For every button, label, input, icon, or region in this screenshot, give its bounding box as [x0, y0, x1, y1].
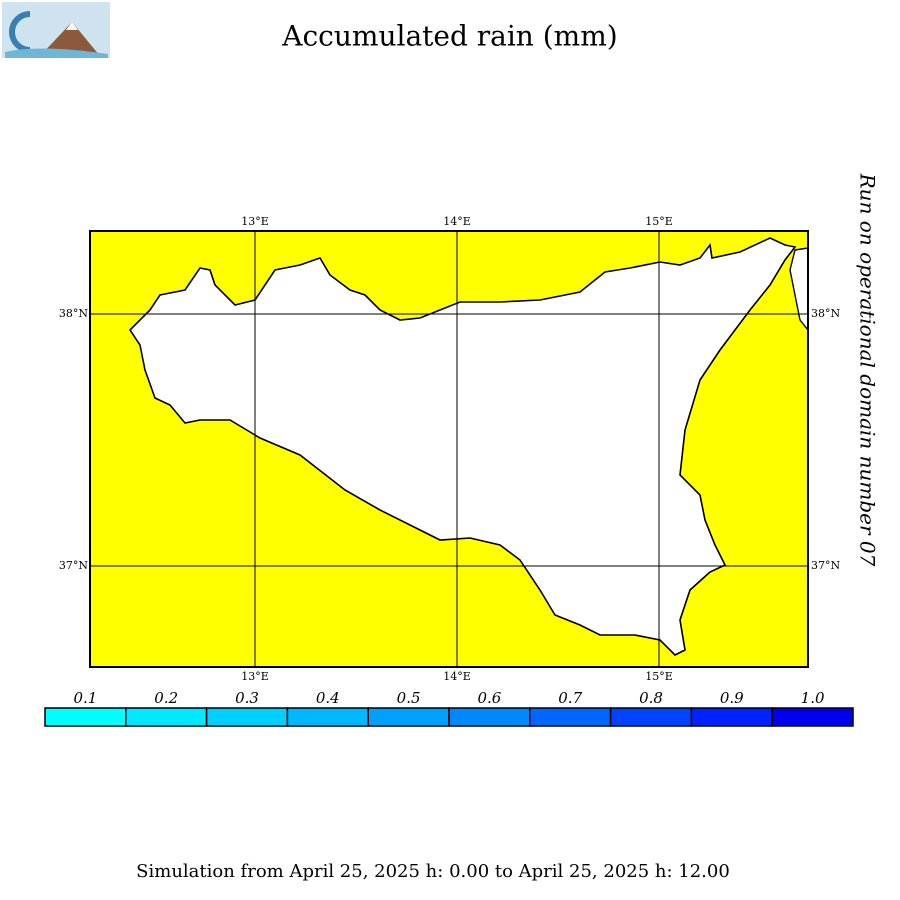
legend-label: 0.6 [477, 689, 501, 707]
lon-label: 15°E [645, 670, 673, 683]
lon-label: 13°E [241, 670, 269, 683]
lat-label: 37°N [811, 559, 840, 572]
legend-label: 0.1 [73, 689, 97, 707]
legend-swatch [205, 707, 289, 727]
lon-label: 13°E [241, 215, 269, 228]
legend-swatch [367, 707, 450, 727]
footer: Simulation from April 25, 2025 h: 0.00 t… [136, 861, 730, 882]
legend-swatch [609, 707, 693, 727]
logo [2, 2, 110, 58]
sicily [128, 237, 797, 656]
title: Accumulated rain (mm) [281, 20, 617, 53]
legend-swatch [529, 707, 612, 727]
lat-label: 38°N [59, 307, 88, 320]
legend: 0.1 0.2 0.3 0.4 0.5 0.6 0.7 0.8 0.9 1.0 [44, 689, 854, 727]
lat-label: 38°N [811, 307, 840, 320]
legend-label: 0.8 [639, 689, 663, 707]
legend-label: 0.5 [397, 689, 421, 707]
legend-swatch [44, 707, 127, 727]
legend-swatch [125, 707, 208, 727]
lat-label: 37°N [59, 559, 88, 572]
legend-label: 0.7 [558, 689, 582, 707]
legend-label: 0.3 [235, 689, 259, 707]
legend-label: 0.2 [154, 689, 178, 707]
legend-label: 0.4 [316, 689, 340, 707]
legend-label: 0.9 [720, 689, 744, 707]
lon-label: 14°E [443, 670, 471, 683]
legend-label: 1.0 [801, 689, 825, 707]
lon-label: 15°E [645, 215, 673, 228]
side-note: Run on operational domain number 07 [856, 173, 880, 567]
legend-swatch [771, 707, 854, 727]
lon-label: 14°E [443, 215, 471, 228]
legend-swatch [690, 707, 773, 727]
legend-swatch [286, 707, 369, 727]
legend-swatch [448, 707, 531, 727]
map: 13°E 13°E 14°E 14°E 15°E 15°E 38°N 38°N 37°N 37°N [59, 215, 841, 683]
